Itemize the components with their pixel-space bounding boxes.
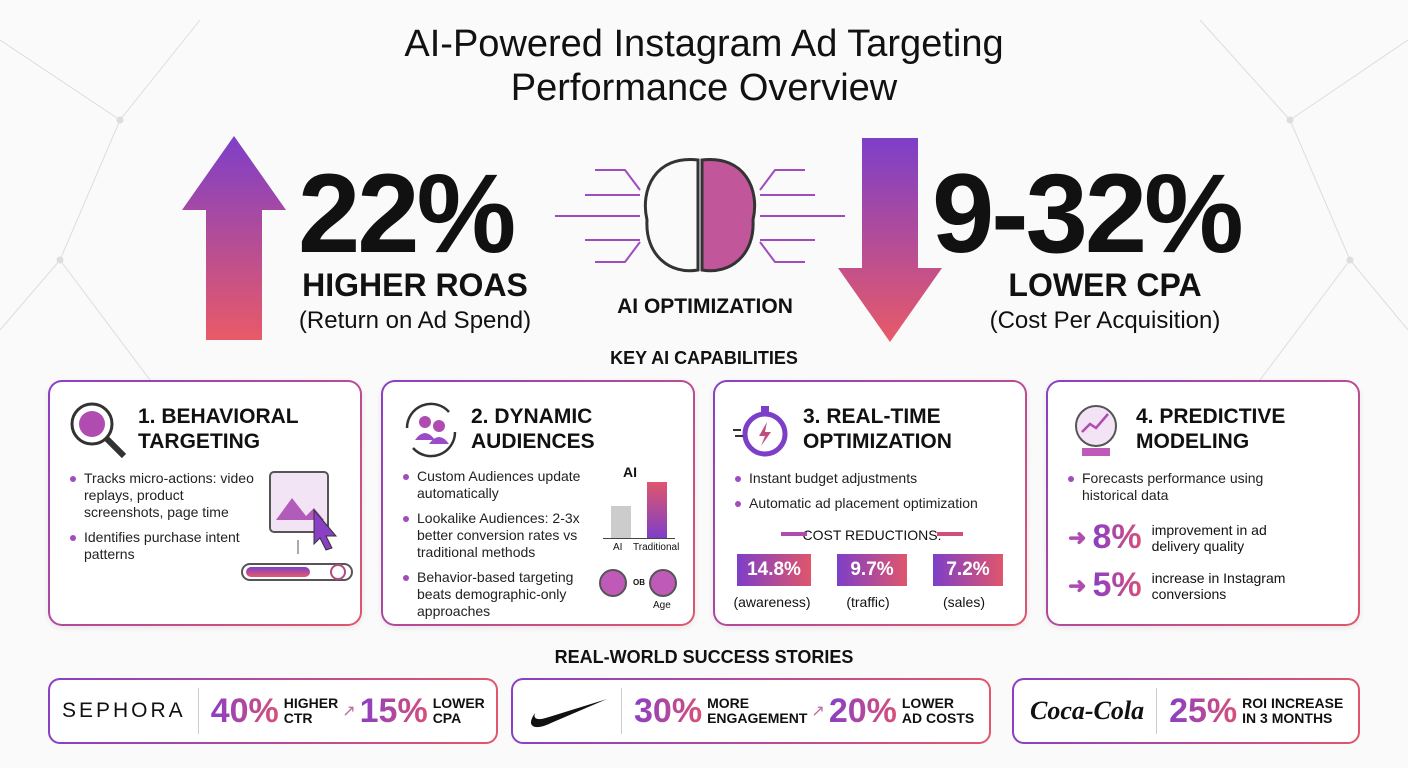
stories-heading: REAL-WORLD SUCCESS STORIES: [554, 647, 854, 667]
story-nike: 30% MORE ENGAGEMENT ↗ 20% LOWER AD COSTS: [511, 678, 991, 744]
cpa-sublabel: (Cost Per Acquisition): [989, 307, 1221, 334]
arrow-right-icon: [937, 532, 963, 536]
bar-ai: [611, 506, 631, 538]
reduction-label: (awareness): [733, 594, 811, 610]
coca-cola-logo: Coca-Cola: [1030, 696, 1145, 725]
bullet: Forecasts performance using historical d…: [1066, 470, 1296, 504]
stat-label: HIGHER CTR: [283, 695, 339, 726]
reduction-value: 7.2%: [933, 554, 1003, 586]
bar-traditional: [647, 482, 667, 538]
brain-circuit-icon: [555, 158, 845, 273]
reduction-label: (sales): [942, 594, 985, 610]
stat-value: 40%: [210, 691, 279, 730]
stat-value: 15%: [359, 691, 428, 730]
stat-value: 30%: [634, 691, 703, 730]
story-coca-cola: Coca-Cola 25% ROI INCREASE IN 3 MONTHS: [1012, 678, 1360, 744]
cpa-label: LOWER CPA: [1008, 267, 1202, 303]
story-sephora: SEPHORA 40% HIGHER CTR ↗ 15% LOWER CPA: [48, 678, 498, 744]
bullet: Identifies purchase intent patterns: [68, 529, 258, 563]
cost-reductions-heading: COST REDUCTIONS:: [802, 527, 942, 543]
stat-label: increase in Instagram conversions: [1151, 569, 1286, 602]
cpa-value: 9-32%: [932, 151, 1244, 276]
card-dynamic-audiences: 2. DYNAMIC AUDIENCES Custom Audiences upd…: [381, 380, 695, 626]
bullet: Instant budget adjustments: [733, 470, 1023, 487]
ai-optimization-label: AI OPTIMIZATION: [617, 295, 793, 318]
title-line-2: Performance Overview: [510, 67, 898, 109]
stat-value: 25%: [1169, 691, 1238, 730]
card-behavioral-targeting: 1. BEHAVIORAL TARGETING Tracks micro-acti…: [48, 380, 362, 626]
stopwatch-icon: [733, 406, 788, 457]
card-title: 3. REAL-TIME OPTIMIZATION: [803, 405, 952, 453]
audience-refresh-icon: [405, 402, 457, 458]
bullet: Custom Audiences update automatically: [401, 468, 601, 502]
image-click-illustration: [241, 471, 353, 581]
stat-label: LOWER AD COSTS: [901, 695, 975, 726]
stat-value: 20%: [828, 691, 897, 730]
page-title: AI-Powered Instagram Ad Targeting Perform…: [0, 22, 1408, 110]
card-real-time-optimization: 3. REAL-TIME OPTIMIZATION Instant budget …: [713, 380, 1027, 626]
up-arrow-icon: [182, 136, 286, 340]
bullet: Tracks micro-actions: video replays, pro…: [68, 470, 258, 521]
sephora-logo: SEPHORA: [62, 699, 186, 722]
bullet: Lookalike Audiences: 2-3x better convers…: [401, 510, 601, 561]
person-avatar-icon: [649, 569, 677, 597]
reduction-value: 9.7%: [837, 554, 907, 586]
capabilities-heading: KEY AI CAPABILITIES: [610, 348, 798, 368]
reduction-label: (traffic): [846, 594, 890, 610]
card-predictive-modeling: 4. PREDICTIVE MODELING Forecasts performa…: [1046, 380, 1360, 626]
roas-value: 22%: [298, 151, 516, 276]
chart-axis: [603, 538, 675, 539]
bar-label: AI: [613, 542, 623, 553]
card-title: 2. DYNAMIC AUDIENCES: [471, 405, 595, 453]
or-label: OB: [633, 578, 645, 587]
bullet: Automatic ad placement optimization: [733, 495, 1023, 512]
crystal-ball-chart-icon: [1075, 405, 1117, 456]
arrow-right-icon: ➜: [1068, 572, 1087, 598]
title-line-1: AI-Powered Instagram Ad Targeting: [404, 23, 1004, 65]
predictive-stat: ➜ 5% increase in Instagram conversions: [1068, 566, 1302, 605]
stat-label: MORE ENGAGEMENT: [707, 695, 808, 726]
down-arrow-icon: [838, 138, 942, 342]
brain-magnifier-icon: [70, 402, 127, 459]
stat-value: 8%: [1092, 518, 1142, 556]
card-title: 4. PREDICTIVE MODELING: [1136, 405, 1286, 453]
card-title: 1. BEHAVIORAL TARGETING: [138, 405, 299, 453]
predictive-stat: ➜ 8% improvement in ad delivery quality: [1068, 518, 1292, 557]
trend-up-icon: ↗: [342, 703, 356, 720]
stat-label: LOWER CPA: [432, 695, 485, 726]
stat-value: 5%: [1092, 566, 1142, 604]
stat-label: improvement in ad delivery quality: [1151, 521, 1267, 554]
bullet: Behavior-based targeting beats demograph…: [401, 569, 601, 620]
trend-up-icon: ↗: [811, 703, 825, 720]
arrow-right-icon: ➜: [1068, 524, 1087, 550]
roas-label: HIGHER ROAS: [302, 267, 528, 303]
stat-label: ROI INCREASE IN 3 MONTHS: [1242, 695, 1344, 726]
age-label: Age: [653, 600, 671, 611]
person-avatar-icon: [599, 569, 627, 597]
arrow-left-icon: [781, 532, 807, 536]
bar-label: Traditional: [633, 542, 680, 553]
reduction-value: 14.8%: [737, 554, 811, 586]
nike-swoosh-logo: [530, 699, 607, 728]
roas-sublabel: (Return on Ad Spend): [298, 307, 532, 334]
chart-top-label: AI: [623, 464, 637, 480]
